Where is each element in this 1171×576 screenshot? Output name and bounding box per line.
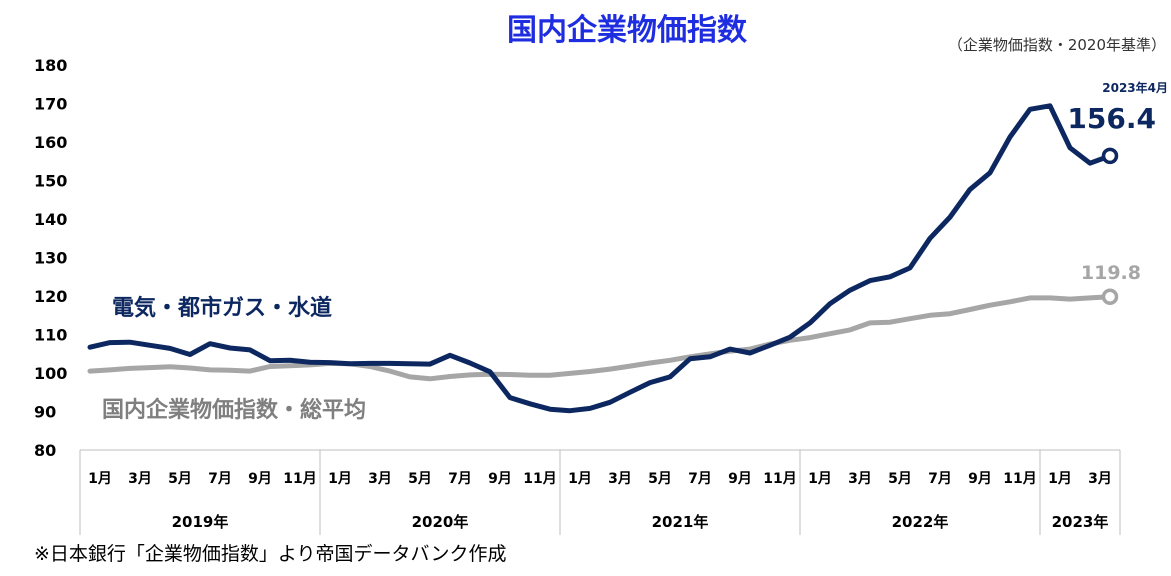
x-tick-label: 11月 bbox=[1003, 471, 1036, 487]
x-tick-label: 1月 bbox=[568, 471, 592, 487]
y-tick-label: 150 bbox=[34, 172, 67, 191]
x-tick-label: 7月 bbox=[688, 471, 712, 487]
source-note: ※日本銀行「企業物価指数」より帝国データバンク作成 bbox=[34, 543, 507, 565]
y-tick-label: 130 bbox=[34, 249, 67, 268]
x-tick-label: 9月 bbox=[488, 471, 512, 487]
series-lines bbox=[87, 103, 1119, 414]
utility-series-label: 電気・都市ガス・水道 bbox=[112, 295, 332, 321]
y-tick-label: 140 bbox=[34, 210, 67, 229]
y-tick-label: 160 bbox=[34, 133, 67, 152]
x-tick-label: 3月 bbox=[848, 471, 872, 487]
year-label: 2019年 bbox=[172, 513, 229, 531]
y-tick-label: 110 bbox=[34, 326, 67, 345]
y-tick-label: 90 bbox=[34, 403, 56, 422]
average-series-line bbox=[87, 294, 1113, 382]
x-tick-label: 11月 bbox=[763, 471, 796, 487]
x-tick-label: 3月 bbox=[368, 471, 392, 487]
x-tick-label: 3月 bbox=[608, 471, 632, 487]
axes-group: 180 170 160 150 140 130 120 110 100 90 80 1月 3月 5月 7月 9… bbox=[34, 56, 1121, 535]
label-group: 国内企業物価指数 （企業物価指数・2020年基準） 電気・都市ガス・水道国内企業物価… bbox=[34, 13, 1168, 565]
x-tick-label: 1月 bbox=[88, 471, 112, 487]
x-tick-label: 5月 bbox=[168, 471, 192, 487]
navy-end-date-label: 2023年4月 bbox=[1102, 80, 1168, 95]
y-tick-label: 170 bbox=[34, 95, 67, 114]
x-tick-label: 9月 bbox=[968, 471, 992, 487]
gray-end-value-label: 119.8 bbox=[1081, 262, 1141, 284]
chart-title: 国内企業物価指数 bbox=[507, 13, 748, 48]
x-tick-label: 1月 bbox=[328, 471, 352, 487]
x-tick-label: 5月 bbox=[888, 471, 912, 487]
x-tick-label: 3月 bbox=[1088, 471, 1112, 487]
utility-end-marker bbox=[1101, 147, 1119, 165]
average-end-marker bbox=[1101, 288, 1119, 306]
x-tick-label: 11月 bbox=[283, 471, 316, 487]
year-label: 2023年 bbox=[1052, 513, 1109, 531]
x-tick-label: 1月 bbox=[1048, 471, 1072, 487]
x-tick-label: 7月 bbox=[448, 471, 472, 487]
navy-end-value-label: 156.4 bbox=[1067, 102, 1156, 135]
x-tick-label: 1月 bbox=[808, 471, 832, 487]
x-tick-label: 5月 bbox=[408, 471, 432, 487]
y-tick-label: 120 bbox=[34, 287, 67, 306]
x-tick-label: 9月 bbox=[728, 471, 752, 487]
year-label: 2022年 bbox=[892, 513, 949, 531]
x-tick-label: 7月 bbox=[928, 471, 952, 487]
utility-series-line bbox=[87, 103, 1113, 414]
x-tick-label: 7月 bbox=[208, 471, 232, 487]
x-tick-label: 11月 bbox=[523, 471, 556, 487]
x-tick-label: 5月 bbox=[648, 471, 672, 487]
year-label: 2021年 bbox=[652, 513, 709, 531]
chart-subtitle: （企業物価指数・2020年基準） bbox=[948, 36, 1166, 54]
x-tick-label: 9月 bbox=[248, 471, 272, 487]
x-tick-label: 3月 bbox=[128, 471, 152, 487]
year-label: 2020年 bbox=[412, 513, 469, 531]
y-tick-label: 100 bbox=[34, 364, 67, 383]
y-tick-label: 180 bbox=[34, 56, 67, 75]
y-tick-label: 80 bbox=[34, 441, 56, 460]
average-series-label: 国内企業物価指数・総平均 bbox=[102, 397, 366, 423]
